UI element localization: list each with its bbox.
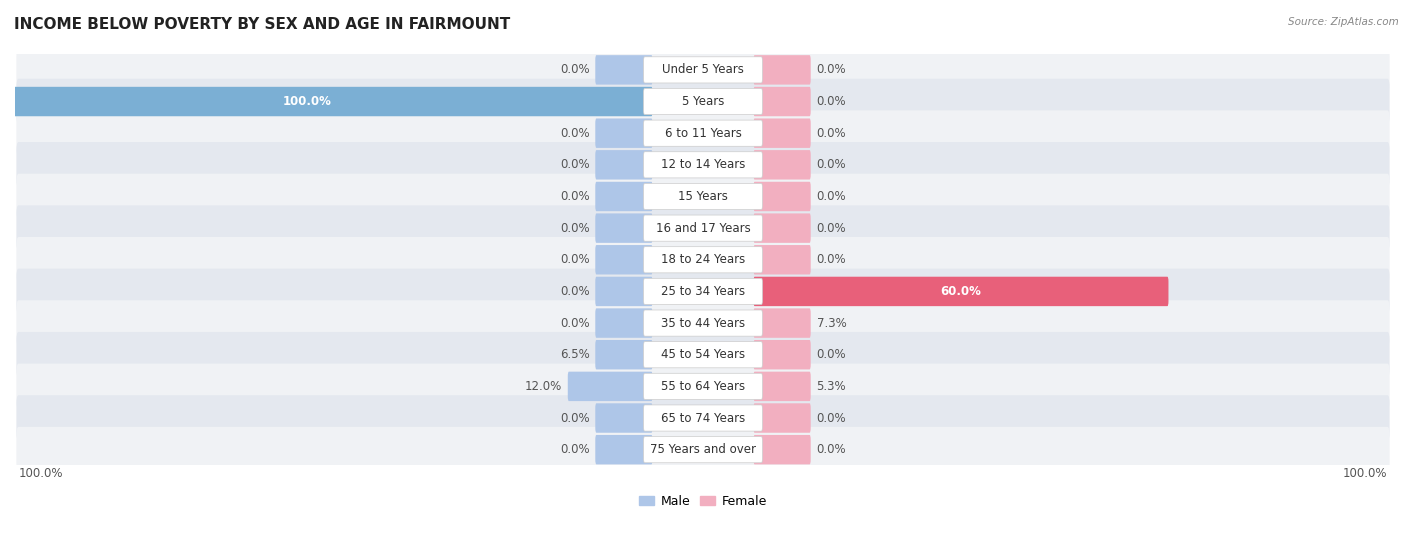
- Text: 0.0%: 0.0%: [817, 95, 846, 108]
- Text: 16 and 17 Years: 16 and 17 Years: [655, 222, 751, 234]
- FancyBboxPatch shape: [595, 245, 652, 275]
- FancyBboxPatch shape: [595, 150, 652, 180]
- FancyBboxPatch shape: [754, 372, 811, 401]
- Text: 6.5%: 6.5%: [560, 348, 589, 361]
- FancyBboxPatch shape: [754, 245, 811, 275]
- FancyBboxPatch shape: [595, 309, 652, 338]
- FancyBboxPatch shape: [595, 403, 652, 433]
- Text: 0.0%: 0.0%: [560, 411, 589, 425]
- Text: 12.0%: 12.0%: [524, 380, 562, 393]
- FancyBboxPatch shape: [17, 47, 1389, 93]
- Text: 100.0%: 100.0%: [1343, 467, 1388, 480]
- Text: 35 to 44 Years: 35 to 44 Years: [661, 316, 745, 330]
- FancyBboxPatch shape: [17, 237, 1389, 282]
- Text: 0.0%: 0.0%: [817, 443, 846, 456]
- FancyBboxPatch shape: [644, 341, 762, 368]
- FancyBboxPatch shape: [644, 278, 762, 305]
- Text: 0.0%: 0.0%: [817, 348, 846, 361]
- Text: 0.0%: 0.0%: [817, 253, 846, 266]
- FancyBboxPatch shape: [17, 110, 1389, 156]
- Text: 0.0%: 0.0%: [560, 253, 589, 266]
- FancyBboxPatch shape: [595, 277, 652, 306]
- Text: 12 to 14 Years: 12 to 14 Years: [661, 158, 745, 171]
- Text: 5 Years: 5 Years: [682, 95, 724, 108]
- FancyBboxPatch shape: [17, 364, 1389, 409]
- FancyBboxPatch shape: [17, 300, 1389, 346]
- Text: 0.0%: 0.0%: [817, 158, 846, 171]
- FancyBboxPatch shape: [754, 182, 811, 211]
- Text: 6 to 11 Years: 6 to 11 Years: [665, 127, 741, 140]
- FancyBboxPatch shape: [595, 435, 652, 464]
- FancyBboxPatch shape: [754, 403, 811, 433]
- Text: 100.0%: 100.0%: [283, 95, 332, 108]
- FancyBboxPatch shape: [754, 55, 811, 85]
- FancyBboxPatch shape: [568, 372, 652, 401]
- Text: 0.0%: 0.0%: [560, 64, 589, 76]
- Text: 0.0%: 0.0%: [560, 316, 589, 330]
- Text: 5.3%: 5.3%: [817, 380, 846, 393]
- FancyBboxPatch shape: [595, 340, 652, 369]
- FancyBboxPatch shape: [17, 332, 1389, 378]
- Text: 0.0%: 0.0%: [560, 285, 589, 298]
- FancyBboxPatch shape: [17, 205, 1389, 251]
- FancyBboxPatch shape: [17, 395, 1389, 441]
- FancyBboxPatch shape: [17, 79, 1389, 124]
- Text: 0.0%: 0.0%: [560, 222, 589, 234]
- FancyBboxPatch shape: [754, 435, 811, 464]
- Text: 55 to 64 Years: 55 to 64 Years: [661, 380, 745, 393]
- FancyBboxPatch shape: [754, 118, 811, 148]
- Text: 100.0%: 100.0%: [18, 467, 63, 480]
- Text: 0.0%: 0.0%: [560, 158, 589, 171]
- Legend: Male, Female: Male, Female: [634, 490, 772, 513]
- Text: 0.0%: 0.0%: [817, 127, 846, 140]
- Text: 25 to 34 Years: 25 to 34 Years: [661, 285, 745, 298]
- FancyBboxPatch shape: [754, 340, 811, 369]
- FancyBboxPatch shape: [17, 142, 1389, 187]
- FancyBboxPatch shape: [595, 55, 652, 85]
- Text: 0.0%: 0.0%: [560, 443, 589, 456]
- FancyBboxPatch shape: [644, 152, 762, 178]
- FancyBboxPatch shape: [595, 118, 652, 148]
- FancyBboxPatch shape: [644, 120, 762, 146]
- Text: 0.0%: 0.0%: [817, 64, 846, 76]
- Text: 7.3%: 7.3%: [817, 316, 846, 330]
- Text: 60.0%: 60.0%: [941, 285, 981, 298]
- FancyBboxPatch shape: [0, 87, 652, 116]
- Text: 75 Years and over: 75 Years and over: [650, 443, 756, 456]
- FancyBboxPatch shape: [644, 373, 762, 400]
- FancyBboxPatch shape: [754, 213, 811, 243]
- FancyBboxPatch shape: [644, 184, 762, 210]
- Text: 0.0%: 0.0%: [817, 411, 846, 425]
- FancyBboxPatch shape: [595, 213, 652, 243]
- FancyBboxPatch shape: [644, 436, 762, 463]
- Text: 18 to 24 Years: 18 to 24 Years: [661, 253, 745, 266]
- FancyBboxPatch shape: [644, 57, 762, 83]
- FancyBboxPatch shape: [754, 309, 811, 338]
- FancyBboxPatch shape: [644, 247, 762, 273]
- Text: 0.0%: 0.0%: [560, 190, 589, 203]
- FancyBboxPatch shape: [17, 174, 1389, 219]
- Text: 45 to 54 Years: 45 to 54 Years: [661, 348, 745, 361]
- FancyBboxPatch shape: [595, 182, 652, 211]
- FancyBboxPatch shape: [754, 87, 811, 116]
- Text: 0.0%: 0.0%: [817, 190, 846, 203]
- FancyBboxPatch shape: [644, 215, 762, 241]
- FancyBboxPatch shape: [644, 89, 762, 114]
- FancyBboxPatch shape: [17, 268, 1389, 314]
- Text: 15 Years: 15 Years: [678, 190, 728, 203]
- FancyBboxPatch shape: [754, 277, 1168, 306]
- Text: Source: ZipAtlas.com: Source: ZipAtlas.com: [1288, 17, 1399, 27]
- Text: Under 5 Years: Under 5 Years: [662, 64, 744, 76]
- FancyBboxPatch shape: [644, 405, 762, 431]
- Text: INCOME BELOW POVERTY BY SEX AND AGE IN FAIRMOUNT: INCOME BELOW POVERTY BY SEX AND AGE IN F…: [14, 17, 510, 32]
- FancyBboxPatch shape: [644, 310, 762, 336]
- Text: 0.0%: 0.0%: [817, 222, 846, 234]
- FancyBboxPatch shape: [17, 427, 1389, 473]
- Text: 65 to 74 Years: 65 to 74 Years: [661, 411, 745, 425]
- FancyBboxPatch shape: [754, 150, 811, 180]
- Text: 0.0%: 0.0%: [560, 127, 589, 140]
